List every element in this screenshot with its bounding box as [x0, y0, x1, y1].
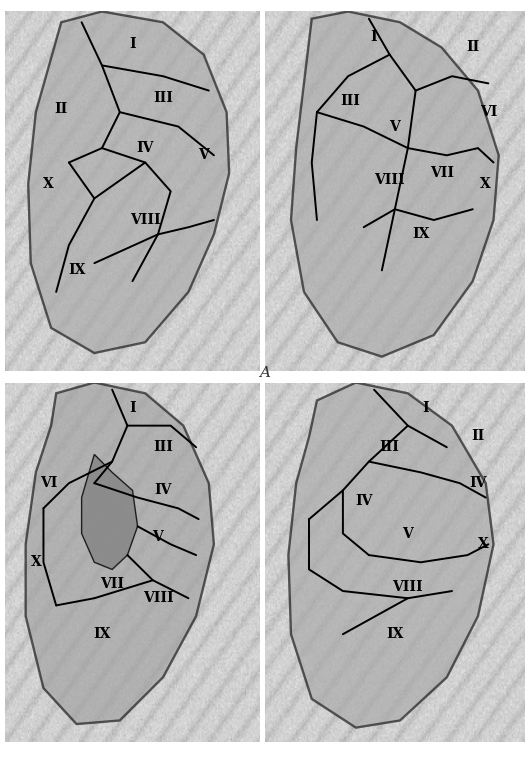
- Text: VII: VII: [430, 166, 454, 181]
- Polygon shape: [28, 11, 229, 353]
- Text: III: III: [341, 94, 360, 109]
- Text: X: X: [478, 537, 489, 552]
- Text: II: II: [471, 429, 484, 444]
- Text: I: I: [423, 401, 429, 415]
- Polygon shape: [288, 382, 493, 728]
- Text: IX: IX: [68, 263, 85, 278]
- Text: IX: IX: [386, 627, 403, 641]
- Text: V: V: [153, 530, 163, 544]
- Text: IV: IV: [137, 141, 154, 155]
- Polygon shape: [25, 382, 214, 724]
- Text: II: II: [55, 102, 68, 116]
- Text: II: II: [466, 41, 480, 54]
- Text: VIII: VIII: [393, 581, 423, 594]
- Text: IV: IV: [355, 494, 373, 508]
- Text: III: III: [153, 440, 173, 454]
- Text: X: X: [480, 177, 491, 191]
- Text: III: III: [153, 91, 173, 105]
- Text: I: I: [129, 37, 136, 50]
- Text: VIII: VIII: [143, 591, 173, 605]
- Text: IX: IX: [412, 227, 429, 242]
- Text: III: III: [379, 440, 400, 454]
- Text: VIII: VIII: [130, 213, 161, 227]
- Text: VIII: VIII: [374, 174, 405, 187]
- Text: X: X: [30, 555, 41, 569]
- Polygon shape: [82, 454, 138, 569]
- Text: I: I: [371, 30, 377, 44]
- Text: VII: VII: [100, 577, 124, 591]
- Text: IX: IX: [93, 627, 111, 641]
- Text: VI: VI: [40, 476, 57, 490]
- Polygon shape: [291, 11, 499, 356]
- Text: X: X: [43, 177, 54, 191]
- Text: IV: IV: [154, 483, 172, 497]
- Text: V: V: [198, 148, 209, 162]
- Text: VI: VI: [480, 105, 497, 119]
- Text: V: V: [390, 119, 400, 134]
- Text: V: V: [402, 526, 413, 541]
- Text: IV: IV: [469, 476, 487, 490]
- Text: A: A: [260, 366, 270, 379]
- Text: I: I: [129, 401, 136, 415]
